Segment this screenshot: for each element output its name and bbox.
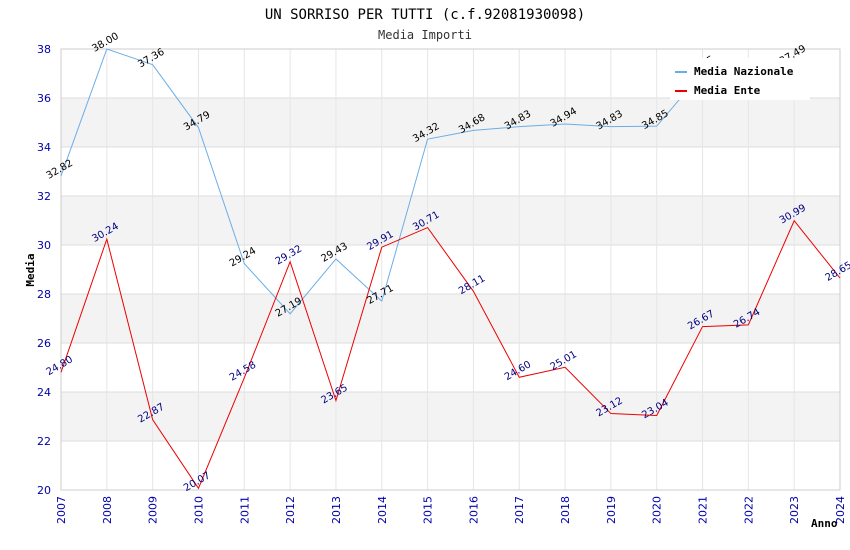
grid-band bbox=[61, 294, 840, 343]
x-tick-label: 2011 bbox=[238, 496, 251, 524]
legend-label-ente: Media Ente bbox=[694, 84, 761, 97]
x-tick-label: 2018 bbox=[559, 496, 572, 524]
x-tick-label: 2019 bbox=[605, 496, 618, 524]
x-axis-ticks: 2007 2008 2009 2010 2011 2012 2013 2014 2015 2016… bbox=[55, 496, 847, 524]
y-tick-label: 30 bbox=[37, 239, 51, 252]
x-axis-label: Anno bbox=[811, 517, 838, 530]
x-tick-label: 2014 bbox=[376, 496, 389, 524]
x-tick-label: 2017 bbox=[513, 496, 526, 524]
axes bbox=[60, 48, 841, 491]
y-tick-label: 26 bbox=[37, 337, 51, 350]
grid-band bbox=[61, 196, 840, 245]
grid-band bbox=[61, 392, 840, 441]
x-tick-label: 2022 bbox=[742, 496, 755, 524]
series-lines bbox=[60, 49, 841, 490]
x-tick-label: 2009 bbox=[147, 496, 160, 524]
data-label: 37.36 bbox=[136, 47, 166, 71]
y-tick-label: 36 bbox=[37, 92, 51, 105]
y-axis-ticks: 20 22 24 26 28 30 32 34 36 38 bbox=[37, 43, 51, 497]
x-tick-label: 2012 bbox=[284, 496, 297, 524]
grid-lines bbox=[60, 48, 841, 491]
data-label: 24.60 bbox=[503, 359, 533, 383]
data-label: 29.24 bbox=[228, 246, 258, 270]
y-tick-label: 24 bbox=[37, 386, 51, 399]
x-tick-label: 2016 bbox=[467, 496, 480, 524]
chart-title: UN SORRISO PER TUTTI (c.f.92081930098) bbox=[265, 7, 585, 23]
y-tick-label: 38 bbox=[37, 43, 51, 56]
legend-label-nazionale: Media Nazionale bbox=[694, 65, 794, 78]
x-tick-label: 2015 bbox=[422, 496, 435, 524]
legend-background bbox=[670, 58, 810, 100]
data-label: 28.11 bbox=[457, 273, 487, 297]
x-tick-label: 2010 bbox=[192, 496, 205, 524]
y-axis-label: Media bbox=[24, 253, 37, 286]
y-tick-label: 28 bbox=[37, 288, 51, 301]
data-label: 25.01 bbox=[549, 349, 579, 373]
x-tick-label: 2020 bbox=[651, 496, 664, 524]
x-tick-label: 2007 bbox=[55, 496, 68, 524]
y-tick-label: 32 bbox=[37, 190, 51, 203]
grid-bands bbox=[61, 98, 840, 441]
data-label: 28.65 bbox=[824, 260, 850, 284]
series-line-ente bbox=[60, 219, 841, 490]
chart-subtitle: Media Importi bbox=[378, 28, 472, 42]
x-tick-label: 2023 bbox=[788, 496, 801, 524]
y-tick-label: 20 bbox=[37, 484, 51, 497]
data-label: 32.82 bbox=[45, 158, 75, 182]
grid-band bbox=[61, 98, 840, 147]
y-tick-label: 34 bbox=[37, 141, 51, 154]
x-tick-label: 2008 bbox=[101, 496, 114, 524]
x-tick-label: 2013 bbox=[330, 496, 343, 524]
chart-legend: Media Nazionale Media Ente bbox=[670, 58, 810, 100]
y-tick-label: 22 bbox=[37, 435, 51, 448]
data-label: 24.80 bbox=[45, 354, 75, 378]
x-tick-label: 2024 bbox=[834, 496, 847, 524]
plot-frame bbox=[60, 48, 841, 491]
x-tick-label: 2021 bbox=[697, 496, 710, 524]
